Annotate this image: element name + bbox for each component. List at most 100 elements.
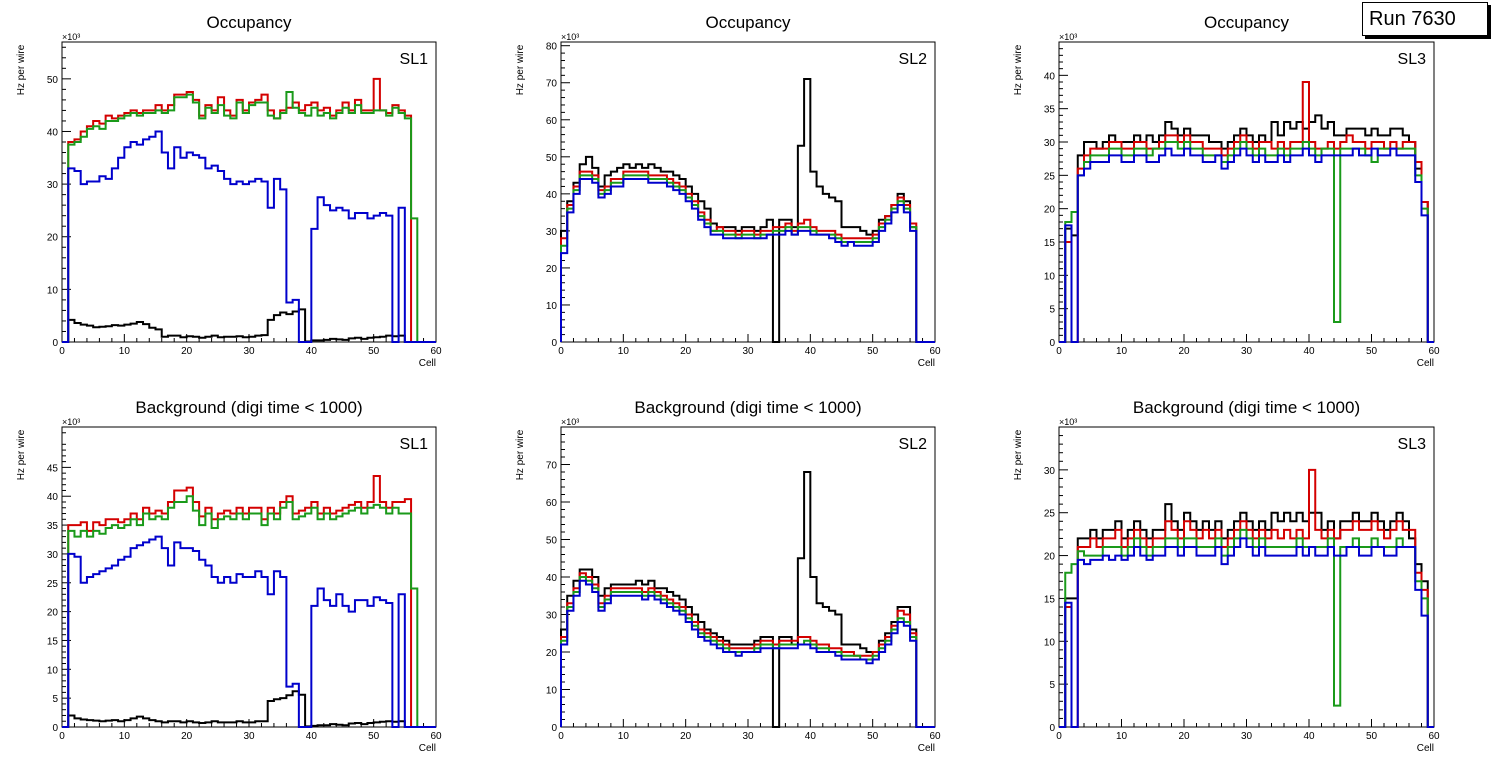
- y-tick-label: 50: [546, 536, 558, 547]
- y-tick-label: 5: [1049, 305, 1055, 316]
- series-line-red: [1059, 468, 1434, 728]
- x-tick-label: 50: [1366, 346, 1378, 357]
- x-tick-label: 0: [1056, 346, 1062, 357]
- y-exponent-label: ×10³: [561, 32, 579, 42]
- y-tick-label: 45: [47, 463, 59, 474]
- y-tick-label: 40: [1044, 71, 1056, 82]
- y-tick-label: 50: [546, 153, 558, 164]
- chart-title: Occupancy: [705, 13, 791, 32]
- y-tick-label: 40: [47, 492, 59, 503]
- y-tick-label: 35: [47, 521, 59, 532]
- y-tick-label: 10: [47, 665, 59, 676]
- series-line-green: [62, 91, 436, 343]
- chart-title: Background (digi time < 1000): [135, 398, 362, 417]
- chart-panel-3: Occupancy SL3 0 10 20 30 40 50 60 0 5 10 15 20 25 30 35 4…: [1013, 13, 1440, 369]
- x-tick-label: 40: [805, 731, 817, 742]
- x-tick-label: 50: [368, 731, 380, 742]
- x-tick-label: 10: [618, 346, 630, 357]
- x-axis-label: Cell: [419, 743, 436, 754]
- run-label-box: Run 7630: [1362, 2, 1488, 36]
- x-tick-label: 20: [181, 731, 193, 742]
- x-tick-label: 0: [1056, 731, 1062, 742]
- y-exponent-label: ×10³: [561, 417, 579, 427]
- x-tick-label: 40: [1303, 731, 1315, 742]
- x-tick-label: 10: [1116, 346, 1128, 357]
- x-axis-label: Cell: [1417, 743, 1434, 754]
- x-tick-label: 50: [867, 731, 879, 742]
- y-axis-label: Hz per wire: [16, 44, 27, 95]
- y-tick-label: 40: [47, 127, 59, 138]
- series-line-blue: [62, 130, 436, 343]
- series-line-red: [560, 170, 935, 343]
- series-line-red: [1059, 81, 1434, 343]
- plot-frame: [1058, 426, 1435, 728]
- y-axis-label: Hz per wire: [515, 44, 526, 95]
- x-axis-label: Cell: [1417, 358, 1434, 369]
- y-tick-label: 50: [47, 75, 59, 86]
- series-line-blue: [62, 535, 436, 728]
- x-tick-label: 40: [1303, 346, 1315, 357]
- y-exponent-label: ×10³: [1059, 32, 1077, 42]
- superlayer-label: SL3: [1398, 436, 1427, 453]
- series-line-blue: [560, 579, 935, 728]
- series-line-green: [1059, 528, 1434, 728]
- y-tick-label: 0: [52, 723, 58, 734]
- y-tick-label: 10: [1044, 637, 1056, 648]
- chart-title: Occupancy: [1204, 13, 1290, 32]
- x-tick-label: 40: [306, 346, 318, 357]
- y-axis-label: Hz per wire: [16, 429, 27, 480]
- y-tick-label: 20: [1044, 205, 1056, 216]
- x-tick-label: 60: [430, 346, 442, 357]
- plot-frame: [560, 426, 936, 728]
- x-tick-label: 50: [1366, 731, 1378, 742]
- x-tick-label: 20: [680, 346, 692, 357]
- superlayer-label: SL3: [1398, 51, 1427, 68]
- y-tick-label: 70: [546, 461, 558, 472]
- x-tick-label: 10: [119, 731, 131, 742]
- x-tick-label: 10: [119, 346, 131, 357]
- y-tick-label: 35: [1044, 105, 1056, 116]
- x-tick-label: 60: [929, 346, 941, 357]
- y-tick-label: 40: [546, 190, 558, 201]
- y-tick-label: 5: [52, 694, 58, 705]
- y-tick-label: 20: [47, 608, 59, 619]
- y-tick-label: 30: [546, 611, 558, 622]
- y-exponent-label: ×10³: [62, 32, 80, 42]
- y-tick-label: 30: [47, 180, 59, 191]
- x-tick-label: 20: [1178, 731, 1190, 742]
- chart-panel-2: Occupancy SL2 0 10 20 30 40 50 60 0 10 20 30 40 50 60 70…: [515, 13, 941, 369]
- x-tick-label: 50: [867, 346, 879, 357]
- x-tick-label: 0: [558, 346, 564, 357]
- y-exponent-label: ×10³: [62, 417, 80, 427]
- x-tick-label: 60: [430, 731, 442, 742]
- y-tick-label: 70: [546, 79, 558, 90]
- y-tick-label: 10: [1044, 271, 1056, 282]
- y-tick-label: 10: [546, 301, 558, 312]
- x-tick-label: 60: [1428, 731, 1440, 742]
- superlayer-label: SL1: [400, 51, 429, 68]
- series-line-black: [560, 78, 935, 343]
- y-tick-label: 15: [1044, 238, 1056, 249]
- y-tick-label: 0: [52, 338, 58, 349]
- y-tick-label: 40: [546, 573, 558, 584]
- y-tick-label: 60: [546, 116, 558, 127]
- x-tick-label: 30: [1241, 346, 1253, 357]
- series-line-red: [62, 475, 436, 728]
- series-line-red: [62, 77, 436, 343]
- y-tick-label: 15: [1044, 594, 1056, 605]
- x-tick-label: 20: [181, 346, 193, 357]
- x-tick-label: 30: [742, 731, 754, 742]
- chart-panel-1: Occupancy SL1 0 10 20 30 40 50 60 0 10 20 30 40 50 Cell…: [16, 13, 442, 369]
- y-tick-label: 0: [551, 338, 557, 349]
- y-tick-label: 30: [47, 550, 59, 561]
- y-tick-label: 30: [1044, 466, 1056, 477]
- y-tick-label: 10: [546, 686, 558, 697]
- x-tick-label: 30: [243, 346, 255, 357]
- y-tick-label: 20: [546, 264, 558, 275]
- x-tick-label: 60: [1428, 346, 1440, 357]
- chart-title: Background (digi time < 1000): [634, 398, 861, 417]
- y-tick-label: 10: [47, 285, 59, 296]
- x-axis-label: Cell: [918, 358, 935, 369]
- x-tick-label: 30: [243, 731, 255, 742]
- x-tick-label: 0: [558, 731, 564, 742]
